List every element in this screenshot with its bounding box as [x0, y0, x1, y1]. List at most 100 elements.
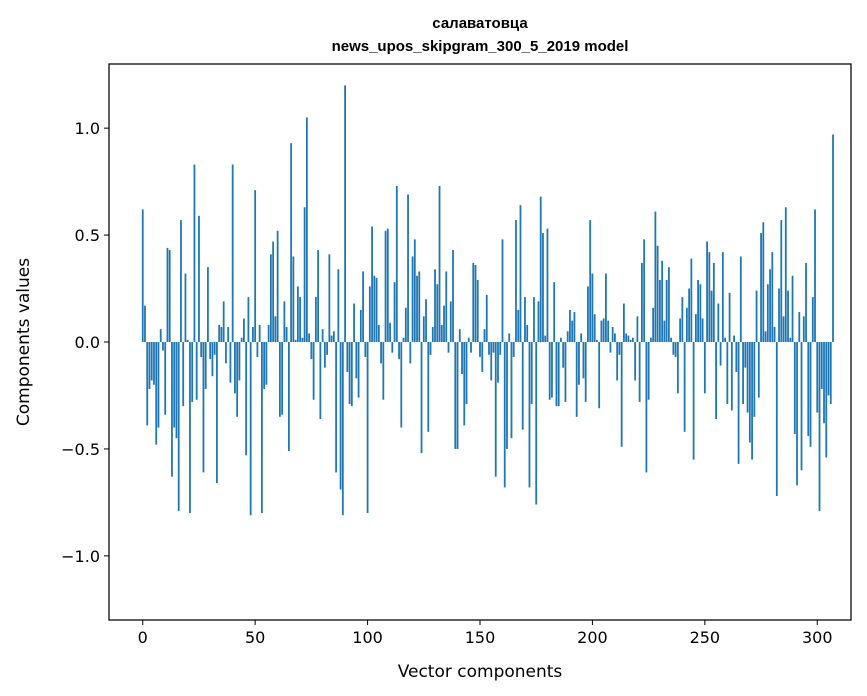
bar — [375, 277, 378, 342]
bar — [643, 239, 646, 342]
bar — [793, 342, 796, 434]
bar — [802, 316, 805, 342]
bar — [640, 262, 643, 342]
bar — [189, 342, 191, 514]
bar — [730, 342, 733, 411]
bar — [162, 342, 164, 351]
bar — [553, 282, 556, 342]
bar — [330, 335, 333, 342]
bar — [440, 324, 443, 342]
bar — [252, 327, 254, 342]
bar — [454, 342, 457, 449]
bar — [805, 262, 807, 342]
bar — [144, 305, 146, 342]
bar — [634, 342, 637, 381]
bar — [609, 342, 612, 353]
bar — [339, 342, 342, 490]
bar — [474, 265, 477, 342]
bar — [542, 232, 544, 342]
bar — [555, 342, 558, 407]
bar — [602, 318, 605, 342]
bar — [438, 185, 441, 342]
bar — [742, 342, 744, 405]
bar — [515, 220, 517, 342]
bar — [701, 318, 704, 342]
bar — [186, 339, 189, 342]
bar — [180, 220, 182, 342]
bar — [706, 241, 708, 342]
bar — [305, 117, 308, 343]
bar — [326, 342, 328, 355]
bar — [472, 262, 475, 342]
bar — [598, 342, 601, 409]
bar — [335, 342, 337, 473]
x-tick-label: 300 — [802, 628, 833, 647]
bar — [685, 307, 688, 342]
x-tick-label: 50 — [245, 628, 265, 647]
x-tick-label: 200 — [577, 628, 608, 647]
bar — [384, 230, 387, 342]
bar — [389, 322, 391, 342]
bar — [269, 254, 272, 342]
bar — [692, 342, 695, 460]
bar — [771, 252, 774, 342]
bar — [661, 260, 664, 342]
bar — [234, 342, 236, 394]
bar — [157, 342, 160, 428]
bar — [796, 342, 798, 486]
bar — [492, 342, 495, 353]
bar — [600, 320, 603, 342]
bar — [623, 303, 625, 342]
bar — [382, 342, 385, 400]
bar — [323, 342, 326, 368]
y-tick-label: 1.0 — [75, 119, 100, 138]
bar — [497, 342, 499, 383]
x-tick-label: 0 — [138, 628, 148, 647]
bar — [832, 134, 834, 342]
bar — [443, 305, 445, 342]
bar — [717, 303, 720, 342]
bar — [501, 239, 504, 342]
bar — [737, 342, 740, 464]
bar — [314, 297, 317, 342]
bar — [434, 269, 436, 342]
bar — [658, 279, 661, 342]
bar — [724, 337, 726, 342]
x-axis-label: Vector components — [398, 662, 563, 682]
bar — [636, 316, 639, 342]
bar — [245, 342, 248, 456]
bar — [166, 247, 169, 342]
bar — [773, 327, 776, 342]
bar — [726, 342, 729, 405]
bar — [562, 342, 565, 368]
bar — [656, 245, 659, 342]
bar — [222, 301, 225, 342]
bar — [791, 275, 794, 342]
bar — [344, 85, 346, 342]
bar — [573, 312, 576, 342]
bar — [346, 342, 349, 372]
bar — [560, 337, 562, 342]
bar — [198, 215, 200, 342]
bar — [296, 286, 299, 342]
bar — [499, 342, 502, 355]
bar — [362, 271, 364, 342]
bar — [263, 342, 266, 390]
bar — [751, 342, 753, 460]
bar — [690, 258, 693, 342]
bar — [753, 342, 756, 417]
bar — [386, 228, 389, 342]
bar — [825, 342, 828, 458]
bar — [202, 342, 205, 473]
bar — [537, 301, 540, 342]
y-axis-label: Components values — [14, 258, 34, 426]
bar — [485, 294, 488, 342]
bar — [823, 342, 825, 424]
bar — [787, 290, 789, 342]
bar — [760, 232, 762, 342]
bar — [551, 342, 553, 398]
bar — [719, 342, 722, 366]
bar — [782, 316, 785, 342]
bar — [618, 342, 621, 355]
